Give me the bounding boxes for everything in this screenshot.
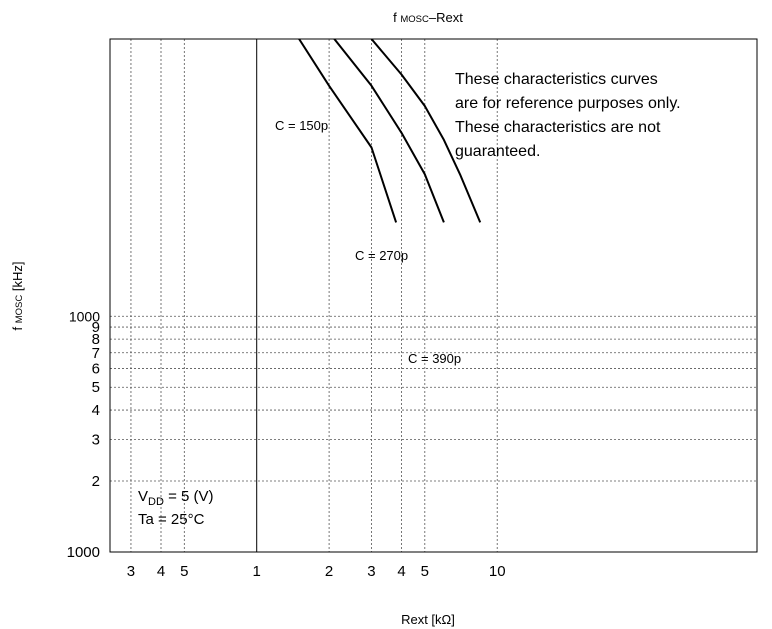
y-tick-label-2: 3 <box>92 432 100 449</box>
x-tick-label-4: 2 <box>325 563 333 580</box>
x-tick-label-1: 4 <box>157 563 165 580</box>
y-tick-label-1: 2 <box>92 473 100 490</box>
y-tick-label-7: 8 <box>92 331 100 348</box>
condition-ta: Ta = 25°C <box>138 511 205 528</box>
note-line-2: are for reference purposes only. <box>455 95 681 112</box>
note-line-1: These characteristics curves <box>455 71 658 88</box>
x-tick-label-2: 5 <box>180 563 188 580</box>
series-line-0 <box>370 39 482 223</box>
test-conditions: VDD = 5 (V) Ta = 25°C <box>138 488 214 528</box>
x-tick-label-3: 1 <box>253 563 261 580</box>
y-axis-ticks: 10002345678910001.5 <box>67 308 101 561</box>
x-tick-label-6: 4 <box>397 563 405 580</box>
series-group <box>297 39 482 223</box>
y-tick-label-6: 7 <box>92 345 100 362</box>
y-tick-label-3: 4 <box>92 402 100 419</box>
series-line-2 <box>297 39 398 223</box>
series-line-1 <box>333 39 445 223</box>
y-tick-label-8: 9 <box>92 319 100 336</box>
note-line-4: guaranteed. <box>455 143 540 160</box>
series-label-270p: C = 270p <box>355 248 408 263</box>
y-tick-label-0: 1000 <box>67 544 100 561</box>
series-labels: C = 150p C = 270p C = 390p <box>275 118 461 366</box>
chart-title: f MOSC–Rext <box>393 10 463 25</box>
note-line-3: These characteristics are not <box>455 119 661 136</box>
series-label-390p: C = 390p <box>408 351 461 366</box>
x-axis-ticks: 3 4 5 1 2 3 4 5 10 <box>127 563 506 580</box>
y-axis-label: f MOSC [kHz] <box>10 262 25 331</box>
x-tick-label-7: 5 <box>421 563 429 580</box>
x-axis-label: Rext [kΩ] <box>401 612 455 627</box>
reference-note: These characteristics curves are for ref… <box>455 71 681 160</box>
grid <box>110 39 757 552</box>
x-tick-label-5: 3 <box>367 563 375 580</box>
plot-area-frame <box>109 38 758 553</box>
y-tick-label-4: 5 <box>92 379 100 396</box>
series-label-150p: C = 150p <box>275 118 328 133</box>
y-tick-label-9: 1000 <box>69 308 100 324</box>
x-tick-label-8: 10 <box>489 563 506 580</box>
condition-vdd: VDD = 5 (V) <box>138 488 214 508</box>
x-tick-label-0: 3 <box>127 563 135 580</box>
y-tick-label-5: 6 <box>92 361 100 378</box>
